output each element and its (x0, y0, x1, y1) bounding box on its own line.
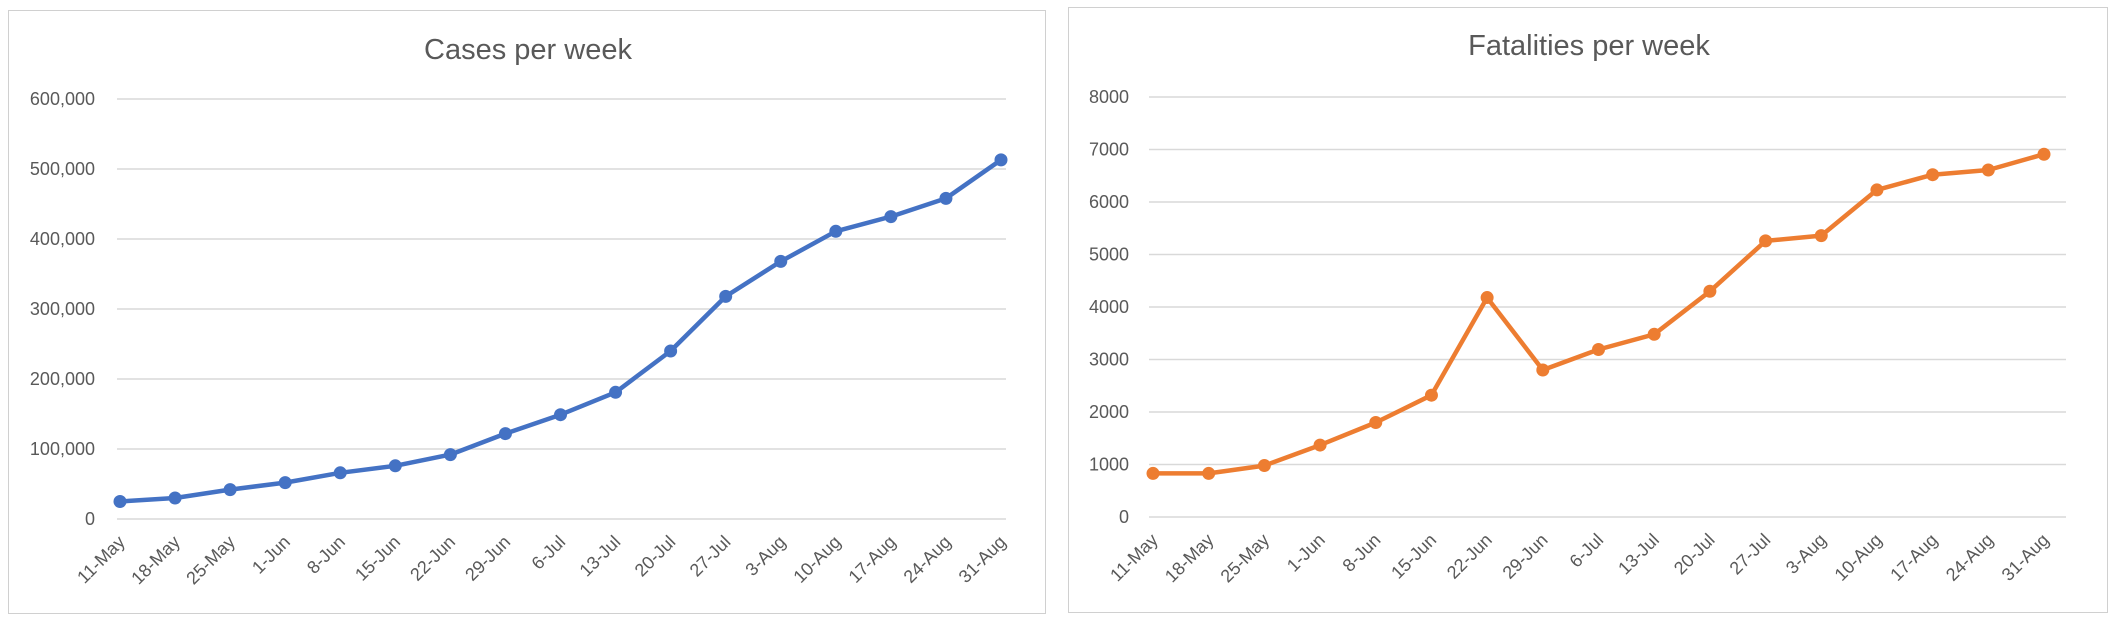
data-point (1313, 438, 1327, 452)
x-tick-label: 24-Aug (1942, 530, 1997, 585)
y-tick-label: 600,000 (30, 89, 95, 109)
x-tick-label: 20-Jul (1670, 530, 1719, 579)
data-point (554, 408, 567, 422)
data-point (884, 210, 898, 224)
x-tick-label: 18-May (127, 532, 184, 589)
x-tick-label: 6-Jul (1566, 530, 1608, 572)
data-point (498, 427, 512, 441)
y-tick-label: 4000 (1089, 297, 1129, 317)
data-point (168, 491, 182, 505)
x-tick-label: 8-Jun (303, 532, 349, 578)
x-tick-label: 10-Aug (1831, 530, 1886, 585)
data-point (1870, 183, 1884, 197)
data-point (443, 448, 457, 462)
y-tick-label: 100,000 (30, 439, 95, 459)
x-tick-label: 13-Jul (576, 532, 625, 581)
data-point (1536, 363, 1550, 377)
x-tick-label: 31-Aug (1998, 530, 2053, 585)
x-tick-label: 29-Jun (461, 532, 514, 585)
cases-chart: Cases per week 0 100,000 200,000 300,000 400,… (30, 34, 1010, 589)
x-tick-label: 22-Jun (406, 532, 459, 585)
data-point (829, 224, 843, 238)
fatalities-chart-panel: Fatalities per week 0 1000 2000 3000 4000 5000… (1068, 7, 2108, 613)
y-tick-label: 1000 (1089, 455, 1129, 475)
data-point (1759, 234, 1773, 248)
x-tick-label: 11-May (73, 532, 129, 588)
data-point (719, 289, 733, 303)
x-tick-label: 15-Jun (351, 532, 404, 585)
data-point (2037, 147, 2051, 161)
x-tick-label: 13-Jul (1614, 530, 1663, 579)
y-tick-label: 2000 (1089, 402, 1129, 422)
x-tick-label: 29-Jun (1499, 530, 1552, 583)
y-tick-label: 200,000 (30, 369, 95, 389)
y-tick-label: 0 (85, 509, 95, 529)
data-point (1592, 343, 1605, 357)
x-tick-label: 15-Jun (1387, 530, 1440, 583)
y-tick-label: 0 (1119, 507, 1129, 527)
cases-chart-panel: Cases per week 0 100,000 200,000 300,000 400,… (8, 10, 1046, 614)
x-tick-label: 11-May (1106, 530, 1162, 586)
data-point (1202, 466, 1216, 480)
x-tick-label: 24-Aug (900, 532, 955, 587)
y-tick-label: 6000 (1089, 192, 1129, 212)
x-tick-label: 1-Jun (248, 532, 294, 578)
data-point (1981, 163, 1995, 177)
y-tick-label: 500,000 (30, 159, 95, 179)
data-point (1424, 388, 1438, 402)
x-tick-label: 8-Jun (1339, 530, 1385, 576)
data-point (1703, 284, 1717, 298)
data-point (278, 476, 292, 490)
data-point (223, 483, 237, 497)
data-point (1146, 466, 1160, 480)
x-tick-label: 27-Jul (1726, 530, 1775, 579)
x-tick-label: 1-Jun (1283, 530, 1329, 576)
x-tick-label: 31-Aug (955, 532, 1010, 587)
data-point (664, 344, 678, 358)
data-point (939, 191, 953, 205)
data-point (774, 254, 788, 268)
x-tick-label: 6-Jul (528, 532, 570, 574)
y-tick-label: 7000 (1089, 140, 1129, 160)
data-point (1480, 291, 1494, 305)
data-point (1647, 327, 1661, 341)
x-tick-label: 17-Aug (1886, 530, 1941, 585)
fatalities-chart: Fatalities per week 0 1000 2000 3000 4000 5000… (1089, 30, 2066, 587)
x-tick-label: 25-May (1217, 530, 1274, 587)
y-tick-label: 3000 (1089, 350, 1129, 370)
x-tick-label: 10-Aug (789, 532, 844, 587)
y-tick-label: 5000 (1089, 245, 1129, 265)
x-tick-label: 3-Aug (1782, 530, 1830, 578)
data-point (1257, 459, 1271, 473)
x-tick-label: 27-Jul (686, 532, 735, 581)
y-tick-label: 8000 (1089, 87, 1129, 107)
chart-title: Fatalities per week (1468, 30, 1710, 62)
x-tick-label: 17-Aug (845, 532, 900, 587)
x-tick-label: 20-Jul (631, 532, 680, 581)
data-point (113, 495, 127, 508)
x-tick-label: 3-Aug (741, 532, 789, 580)
x-tick-label: 22-Jun (1443, 530, 1496, 583)
data-point (1369, 416, 1383, 429)
data-point (1814, 229, 1828, 243)
chart-title: Cases per week (424, 34, 632, 66)
series-line (117, 157, 1004, 504)
y-tick-label: 400,000 (30, 229, 95, 249)
x-tick-label: 25-May (182, 532, 239, 589)
y-tick-label: 300,000 (30, 299, 95, 319)
data-point (994, 153, 1008, 167)
data-point (1926, 168, 1940, 182)
x-tick-label: 18-May (1161, 530, 1218, 587)
data-point (609, 385, 623, 399)
data-point (388, 459, 402, 473)
data-point (333, 466, 347, 480)
